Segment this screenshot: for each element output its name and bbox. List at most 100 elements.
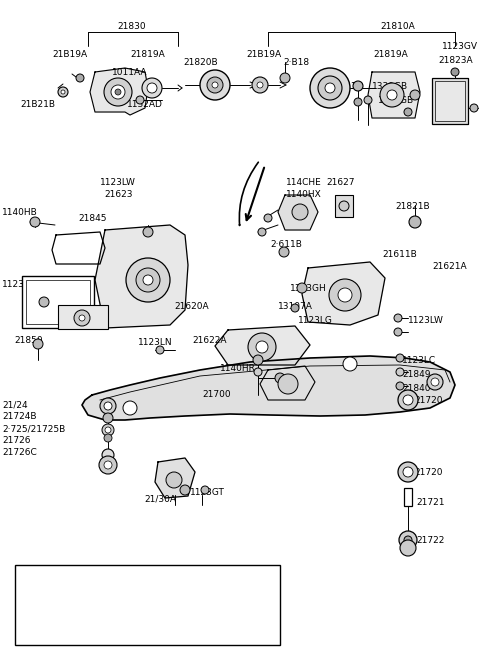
Circle shape [143, 275, 153, 285]
Circle shape [156, 346, 164, 354]
Text: 43175: 43175 [234, 610, 260, 620]
Text: 20-216A: 20-216A [31, 631, 66, 639]
Circle shape [409, 216, 421, 228]
Text: 21850: 21850 [14, 336, 43, 345]
Text: 21830: 21830 [118, 22, 146, 31]
Circle shape [329, 279, 361, 311]
Text: 20-2·6A: 20-2·6A [32, 610, 64, 620]
Circle shape [74, 310, 90, 326]
Circle shape [30, 217, 40, 227]
Circle shape [100, 398, 116, 414]
Bar [435, 81, 465, 121]
Text: 21810A: 21810A [380, 22, 415, 31]
Polygon shape [368, 72, 420, 118]
Circle shape [258, 228, 266, 236]
Circle shape [280, 73, 290, 83]
Text: 1123LW: 1123LW [100, 178, 136, 187]
Text: 21720: 21720 [414, 396, 443, 405]
Circle shape [99, 456, 117, 474]
Circle shape [398, 390, 418, 410]
Bar [432, 78, 468, 124]
Text: 1123LB: 1123LB [2, 280, 36, 289]
Text: 13107A: 13107A [278, 302, 313, 311]
Bar [335, 195, 353, 217]
Text: 21623: 21623 [104, 190, 132, 199]
Text: 21819A: 21819A [130, 50, 165, 59]
Text: 1132AD: 1132AD [127, 100, 163, 109]
Text: 21821B: 21821B [395, 202, 430, 211]
Polygon shape [155, 458, 195, 498]
Polygon shape [215, 326, 310, 365]
Circle shape [104, 434, 112, 442]
Circle shape [248, 333, 276, 361]
Text: 21625: 21625 [101, 631, 128, 639]
Polygon shape [302, 262, 385, 325]
Circle shape [338, 288, 352, 302]
Circle shape [396, 382, 404, 390]
Text: 1140HR: 1140HR [220, 364, 256, 373]
Circle shape [180, 485, 190, 495]
Circle shape [394, 328, 402, 336]
Circle shape [380, 83, 404, 107]
Text: 21726: 21726 [2, 436, 31, 445]
Circle shape [76, 74, 84, 82]
Text: 2·611B: 2·611B [270, 240, 302, 249]
Polygon shape [278, 195, 318, 230]
Circle shape [353, 81, 363, 91]
Circle shape [451, 68, 459, 76]
Circle shape [104, 461, 112, 469]
Text: 21849: 21849 [402, 370, 431, 379]
Circle shape [264, 214, 272, 222]
Circle shape [431, 378, 439, 386]
Circle shape [252, 77, 268, 93]
Text: 43-431: 43-431 [166, 610, 195, 620]
Bar [58, 305, 108, 329]
Text: GROUP NO: GROUP NO [156, 591, 206, 599]
Text: 21611B: 21611B [382, 250, 417, 259]
Circle shape [318, 76, 342, 100]
Circle shape [102, 424, 114, 436]
Circle shape [256, 341, 268, 353]
Circle shape [310, 68, 350, 108]
Text: 21/30A: 21/30A [144, 494, 176, 503]
Text: 21B19A: 21B19A [246, 50, 281, 59]
Text: 21721: 21721 [416, 498, 444, 507]
Circle shape [394, 314, 402, 322]
Text: 1123GV: 1123GV [442, 42, 478, 51]
Circle shape [254, 368, 262, 376]
Bar [15, 565, 280, 645]
Circle shape [396, 368, 404, 376]
Circle shape [291, 304, 299, 312]
Text: 21724B: 21724B [2, 412, 36, 421]
Text: 1363GH: 1363GH [290, 284, 327, 293]
Text: 21621A: 21621A [432, 262, 467, 271]
Circle shape [279, 247, 289, 257]
Circle shape [427, 374, 443, 390]
Bar [26, 280, 90, 324]
Circle shape [201, 486, 209, 494]
Text: 21622A: 21622A [98, 610, 131, 620]
Circle shape [58, 87, 68, 97]
Circle shape [115, 89, 121, 95]
Circle shape [403, 395, 413, 405]
Text: 1123LC: 1123LC [402, 356, 436, 365]
Circle shape [398, 462, 418, 482]
Text: 21B19A: 21B19A [52, 50, 87, 59]
Circle shape [257, 82, 263, 88]
Circle shape [123, 401, 137, 415]
Text: 43176: 43176 [234, 631, 260, 639]
Text: -960520: -960520 [44, 570, 82, 579]
Circle shape [343, 357, 357, 371]
Text: 21B21B: 21B21B [20, 100, 55, 109]
Circle shape [33, 339, 43, 349]
Text: 21726C: 21726C [2, 448, 37, 457]
Circle shape [275, 373, 285, 383]
Text: 1339GB: 1339GB [378, 96, 414, 105]
Circle shape [404, 108, 412, 116]
Text: 1011AA: 1011AA [112, 68, 147, 77]
Circle shape [102, 449, 114, 461]
Text: 1339GB: 1339GB [26, 322, 62, 331]
Text: 1140HB: 1140HB [2, 208, 38, 217]
Circle shape [207, 77, 223, 93]
Circle shape [136, 96, 144, 104]
